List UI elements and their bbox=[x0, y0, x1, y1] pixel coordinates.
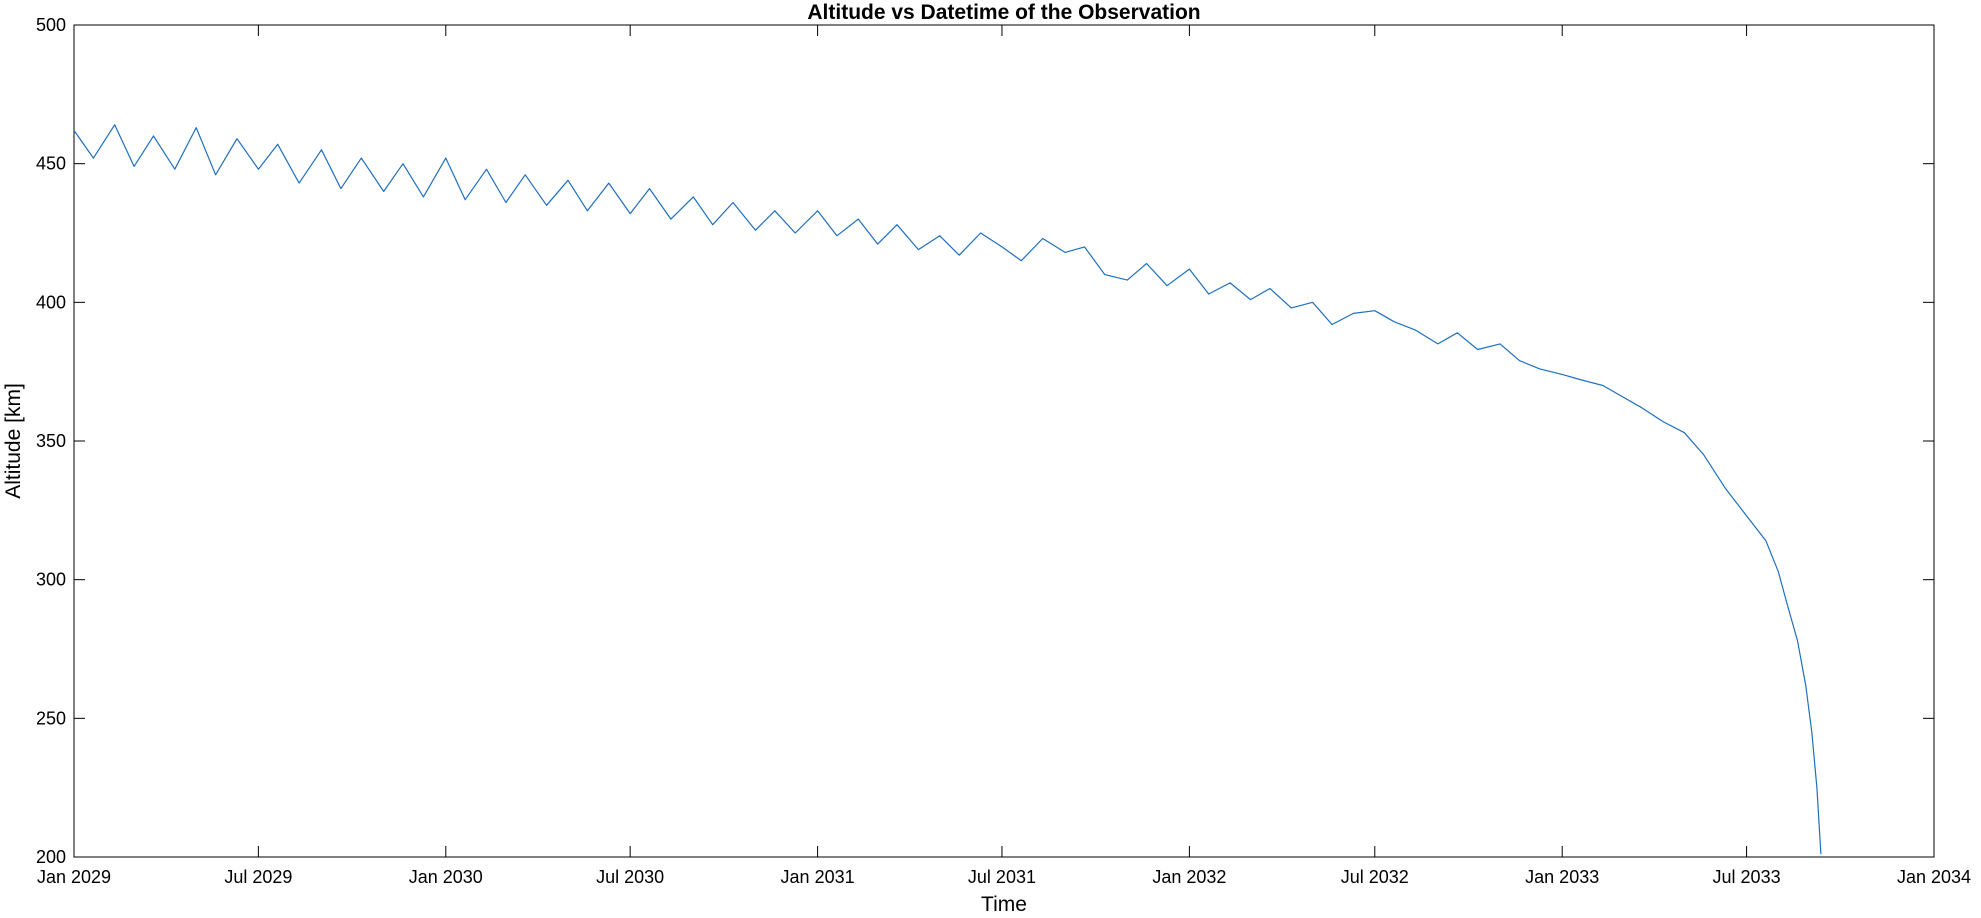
chart-title: Altitude vs Datetime of the Observation bbox=[807, 1, 1200, 24]
y-tick-label: 350 bbox=[36, 431, 66, 451]
y-tick-label: 400 bbox=[36, 292, 66, 312]
series-layer bbox=[73, 124, 1822, 855]
x-tick-label: Jul 2033 bbox=[1713, 867, 1781, 887]
y-axis-label: Altitude [km] bbox=[2, 383, 25, 499]
x-axis-label: Time bbox=[981, 893, 1027, 913]
y-tick-label: 200 bbox=[36, 847, 66, 867]
x-tick-label: Jul 2029 bbox=[224, 867, 292, 887]
y-tick-label: 250 bbox=[36, 708, 66, 728]
x-tick-label: Jan 2034 bbox=[1897, 867, 1971, 887]
x-tick-label: Jan 2032 bbox=[1152, 867, 1226, 887]
y-tick-label: 300 bbox=[36, 570, 66, 590]
x-tick-label: Jul 2032 bbox=[1341, 867, 1409, 887]
x-tick-label: Jul 2030 bbox=[596, 867, 664, 887]
x-tick-label: Jan 2033 bbox=[1525, 867, 1599, 887]
y-tick-label: 500 bbox=[36, 15, 66, 35]
y-tick-label: 450 bbox=[36, 154, 66, 174]
x-tick-label: Jan 2031 bbox=[781, 867, 855, 887]
ticks-layer: Jan 2029 Jul 2029 Jan 2030 Jul 2030 Jan 2031… bbox=[36, 15, 1971, 887]
x-tick-label: Jan 2030 bbox=[409, 867, 483, 887]
x-tick-label: Jul 2031 bbox=[968, 867, 1036, 887]
series-line-altitude bbox=[73, 124, 1822, 855]
x-tick-label: Jan 2029 bbox=[37, 867, 111, 887]
